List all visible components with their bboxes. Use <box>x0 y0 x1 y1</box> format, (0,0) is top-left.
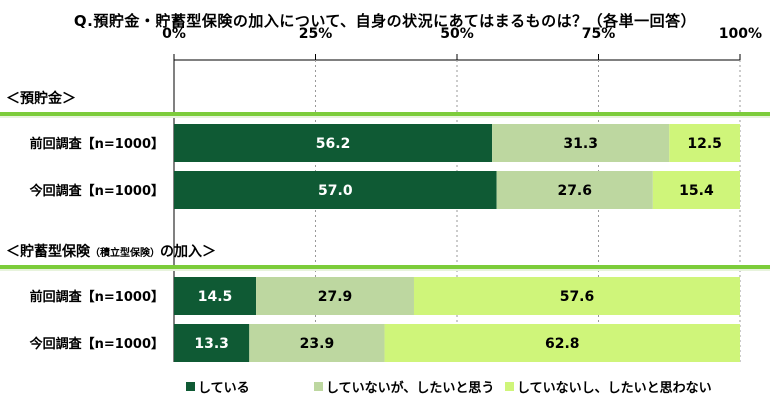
bar-segment <box>174 171 497 209</box>
data-label: 56.2 <box>316 136 351 152</box>
group-label: ＜貯蓄型保険（積立型保険）の加入＞ <box>6 243 216 260</box>
bar-segment <box>256 277 414 315</box>
chart-title: Q.預貯金・貯蓄型保険の加入について、自身の状況にあてはまるものは？（各単一回答… <box>73 12 697 30</box>
bar-segment <box>496 171 653 209</box>
bar-segment <box>249 324 385 362</box>
x-tick-label: 50% <box>440 26 474 42</box>
group-header-band-shadow <box>0 116 770 118</box>
data-label: 57.6 <box>560 289 595 305</box>
row-label: 前回調査【n=1000】 <box>30 289 164 305</box>
row-label: 今回調査【n=1000】 <box>29 336 164 352</box>
data-label: 57.0 <box>318 183 353 199</box>
group-header-band-shadow <box>0 269 770 271</box>
data-label: 31.3 <box>563 136 598 152</box>
bar-segment <box>174 124 493 162</box>
data-label: 27.6 <box>557 183 592 199</box>
x-tick-label: 75% <box>582 26 616 42</box>
legend-label: していないし、したいと思わない <box>517 381 712 396</box>
legend-label: していないが、したいと思う <box>326 380 494 396</box>
bar-segment <box>492 124 670 162</box>
legend-swatch <box>186 382 195 391</box>
data-label: 13.3 <box>194 336 229 352</box>
x-tick-label: 0% <box>162 26 186 42</box>
group-header-band <box>0 112 770 116</box>
bar-segment <box>174 324 250 362</box>
data-label: 14.5 <box>198 289 233 305</box>
bar-segment <box>384 324 740 362</box>
legend-swatch <box>314 382 323 391</box>
group-header-band <box>0 265 770 269</box>
data-label: 23.9 <box>300 336 335 352</box>
x-tick-label: 100% <box>719 26 762 42</box>
data-label: 12.5 <box>687 136 722 152</box>
data-label: 15.4 <box>679 183 714 199</box>
data-label: 62.8 <box>545 336 580 352</box>
data-label: 27.9 <box>318 289 353 305</box>
bar-segment <box>174 277 257 315</box>
x-tick-label: 25% <box>299 26 333 42</box>
legend-label: している <box>198 381 250 396</box>
row-label: 今回調査【n=1000】 <box>29 183 164 199</box>
bar-segment <box>413 277 740 315</box>
bar-segment <box>652 171 740 209</box>
bar-segment <box>669 124 740 162</box>
legend-swatch <box>505 382 514 391</box>
group-label: ＜預貯金＞ <box>6 90 76 107</box>
row-label: 前回調査【n=1000】 <box>30 136 164 152</box>
